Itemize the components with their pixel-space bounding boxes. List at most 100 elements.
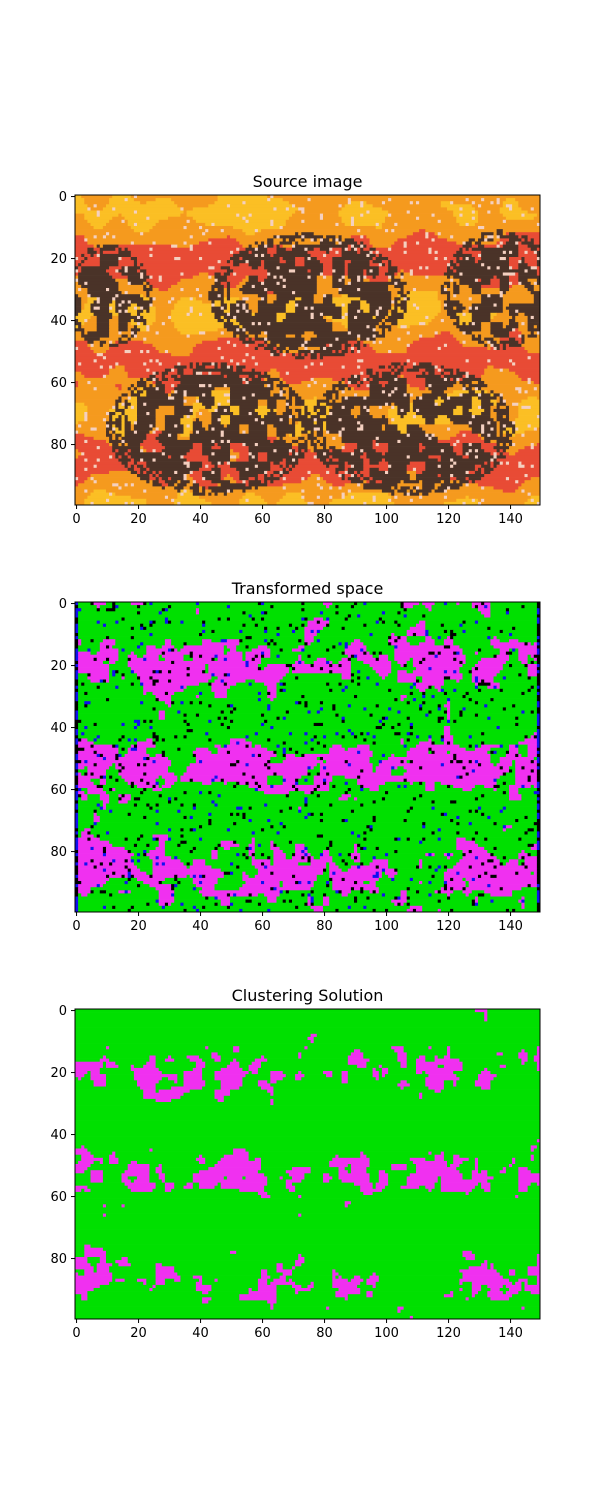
pixel-run <box>127 418 138 422</box>
pixel-run <box>388 198 392 202</box>
pixel-run <box>388 688 392 693</box>
pixel-run <box>332 297 361 301</box>
pixel-run <box>360 303 370 307</box>
axes-frame <box>74 194 541 506</box>
pixel-run <box>434 489 445 493</box>
pixel-run <box>75 405 88 410</box>
pixel-run <box>363 381 370 385</box>
pixel-run <box>428 436 432 441</box>
pixel-run <box>360 374 370 379</box>
pixel-run <box>257 309 287 314</box>
pixel-run <box>75 651 79 656</box>
pixel-run <box>496 198 501 202</box>
pixel-run <box>158 470 163 475</box>
pixel-run <box>78 455 110 459</box>
pixel-run <box>124 418 129 422</box>
pixel-run <box>276 412 284 416</box>
pixel-run <box>75 464 94 469</box>
pixel-run <box>502 667 528 671</box>
pixel-run <box>164 390 172 394</box>
pixel-run <box>285 371 290 376</box>
pixel-run <box>220 433 225 438</box>
pixel-run <box>478 238 485 242</box>
pixel-run <box>338 611 383 615</box>
pixel-run <box>115 247 119 252</box>
pixel-run <box>344 464 352 469</box>
pixel-run <box>518 263 528 267</box>
pixel-run <box>90 381 138 385</box>
pixel-run <box>509 331 522 335</box>
pixel-run <box>161 362 178 366</box>
pixel-run <box>75 356 104 360</box>
pixel-run <box>388 229 392 233</box>
pixel-run <box>75 418 85 422</box>
pixel-run <box>533 654 541 659</box>
pixel-run <box>124 648 147 652</box>
pixel-run <box>292 664 311 668</box>
pixel-run <box>158 670 163 674</box>
pixel-run <box>400 408 404 413</box>
pixel-run <box>112 430 116 435</box>
pixel-run <box>279 350 284 354</box>
pixel-run <box>257 412 268 416</box>
pixel-run <box>251 312 256 317</box>
pixel-run <box>186 477 194 481</box>
pixel-run <box>350 346 355 351</box>
pixel-run <box>394 303 408 307</box>
pixel-run <box>183 620 203 625</box>
pixel-run <box>257 443 293 447</box>
pixel-run <box>375 620 380 625</box>
pixel-run <box>202 623 206 628</box>
pixel-run <box>450 294 454 298</box>
pixel-run <box>267 371 280 376</box>
pixel-run <box>124 443 129 447</box>
pixel-run <box>78 381 88 385</box>
pixel-run <box>437 365 442 369</box>
pixel-run <box>75 291 88 295</box>
pixel-run <box>326 415 355 419</box>
pixel-run <box>208 455 231 459</box>
pixel-run <box>217 443 231 447</box>
pixel-run <box>264 266 277 270</box>
pixel-run <box>462 303 473 307</box>
pixel-run <box>124 368 147 373</box>
pixel-run <box>242 377 246 382</box>
pixel-run <box>285 464 290 469</box>
pixel-run <box>155 374 163 379</box>
pixel-run <box>323 433 339 438</box>
pixel-run <box>419 396 423 400</box>
pixel-run <box>428 492 528 497</box>
pixel-run <box>366 651 370 656</box>
pixel-run <box>158 331 181 335</box>
pixel-run <box>87 241 132 245</box>
pixel-run <box>332 263 346 267</box>
pixel-run <box>137 412 147 416</box>
y-tick-label: 80 <box>50 438 67 453</box>
pixel-run <box>230 418 256 422</box>
pixel-run <box>344 325 349 329</box>
pixel-run <box>481 241 497 245</box>
pixel-run <box>230 648 237 652</box>
pixel-run <box>450 201 454 205</box>
pixel-run <box>478 219 504 224</box>
pixel-run <box>481 284 501 289</box>
pixel-run <box>230 617 253 621</box>
pixel-run <box>273 474 280 478</box>
pixel-run <box>81 362 116 366</box>
pixel-run <box>115 436 119 441</box>
pixel-run <box>149 412 156 416</box>
pixel-run <box>357 337 361 342</box>
pixel-run <box>267 626 277 631</box>
pixel-run <box>230 396 243 400</box>
pixel-run <box>375 328 383 332</box>
pixel-run <box>440 284 445 289</box>
pixel-run <box>360 639 389 643</box>
pixel-run <box>536 278 541 283</box>
pixel-run <box>93 350 107 354</box>
pixel-run <box>456 260 476 264</box>
pixel-run <box>406 306 417 311</box>
pixel-run <box>378 322 383 326</box>
pixel-run <box>481 204 504 208</box>
pixel-run <box>115 340 119 345</box>
pixel-run <box>276 247 287 252</box>
